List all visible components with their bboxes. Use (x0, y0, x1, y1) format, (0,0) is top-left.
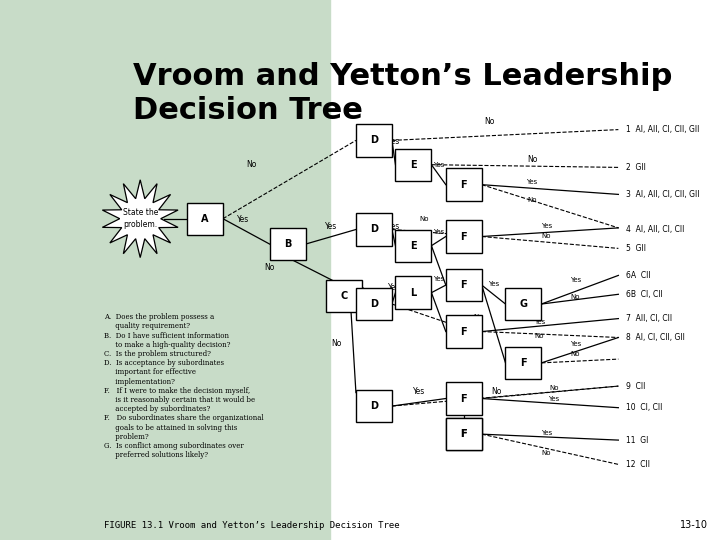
FancyBboxPatch shape (325, 280, 361, 312)
Text: A.  Does the problem possess a
     quality requirement?
B.  Do I have sufficien: A. Does the problem possess a quality re… (104, 313, 264, 459)
FancyBboxPatch shape (187, 202, 223, 235)
FancyBboxPatch shape (395, 276, 431, 309)
Text: Yes: Yes (541, 223, 552, 229)
Text: Yes: Yes (433, 161, 444, 167)
Text: E: E (410, 241, 417, 251)
FancyBboxPatch shape (356, 288, 392, 320)
Text: No: No (491, 387, 501, 396)
Text: FIGURE 13.1 Vroom and Yetton’s Leadership Decision Tree: FIGURE 13.1 Vroom and Yetton’s Leadershi… (104, 521, 400, 530)
Text: F: F (461, 429, 467, 439)
Text: No: No (527, 198, 537, 204)
Text: Yes: Yes (548, 396, 559, 402)
Text: No: No (420, 217, 429, 222)
FancyBboxPatch shape (446, 382, 482, 415)
Polygon shape (102, 180, 178, 258)
Text: D: D (370, 225, 378, 234)
Text: A: A (201, 214, 209, 224)
Text: No: No (331, 339, 342, 348)
Text: Yes: Yes (433, 276, 444, 282)
Text: F: F (461, 429, 467, 439)
Text: E: E (410, 160, 417, 170)
Text: F: F (461, 327, 467, 336)
Text: D: D (370, 299, 378, 309)
Text: Vroom and Yetton’s Leadership
Decision Tree: Vroom and Yetton’s Leadership Decision T… (133, 62, 672, 125)
Text: 10  CI, CII: 10 CI, CII (626, 403, 662, 412)
Text: F: F (520, 358, 527, 368)
Text: 7  All, CI, CII: 7 All, CI, CII (626, 314, 672, 323)
Text: C: C (340, 291, 347, 301)
Text: No: No (474, 314, 483, 320)
Text: F: F (461, 232, 467, 241)
FancyBboxPatch shape (446, 315, 482, 348)
Text: Yes: Yes (387, 138, 400, 146)
FancyBboxPatch shape (446, 418, 482, 450)
Text: No: No (549, 385, 559, 391)
Text: No: No (422, 303, 431, 309)
Text: No: No (420, 256, 429, 262)
Text: D: D (370, 401, 378, 411)
FancyBboxPatch shape (446, 220, 482, 253)
Text: No: No (420, 303, 429, 309)
FancyBboxPatch shape (446, 418, 482, 450)
FancyBboxPatch shape (356, 124, 392, 157)
Text: 2  GII: 2 GII (626, 163, 645, 172)
Text: No: No (534, 333, 544, 339)
Text: 6B  CI, CII: 6B CI, CII (626, 290, 662, 299)
Text: Yes: Yes (353, 285, 365, 294)
Text: No: No (264, 263, 275, 272)
Text: Yes: Yes (488, 281, 499, 287)
Text: Yes: Yes (325, 222, 337, 231)
FancyBboxPatch shape (356, 390, 392, 422)
Text: 1  AI, AII, CI, CII, GII: 1 AI, AII, CI, CII, GII (626, 125, 699, 134)
Text: 13-10: 13-10 (680, 520, 708, 530)
Text: D: D (370, 136, 378, 145)
FancyBboxPatch shape (505, 347, 541, 379)
Text: 11  GI: 11 GI (626, 436, 648, 444)
Text: problem.: problem. (123, 220, 157, 228)
Text: Yes: Yes (433, 229, 444, 235)
Text: 4  AI, AII, CI, CII: 4 AI, AII, CI, CII (626, 225, 684, 234)
Text: Yes: Yes (387, 284, 400, 292)
Text: Yes: Yes (570, 277, 581, 283)
Text: No: No (541, 450, 552, 456)
Text: Yes: Yes (541, 430, 552, 436)
Text: No: No (449, 409, 458, 415)
Text: No: No (570, 352, 580, 357)
FancyBboxPatch shape (446, 269, 482, 301)
Text: G: G (519, 299, 528, 309)
Text: 5  GII: 5 GII (626, 244, 646, 253)
Text: Yes: Yes (570, 341, 581, 347)
Text: Yes: Yes (526, 179, 538, 185)
Text: B: B (284, 239, 292, 249)
Text: F: F (461, 394, 467, 403)
Text: 9  CII: 9 CII (626, 382, 645, 390)
Text: F: F (461, 180, 467, 190)
Text: F: F (461, 280, 467, 290)
Text: 3  AI, AII, CI, CII, GII: 3 AI, AII, CI, CII, GII (626, 190, 699, 199)
Text: Yes: Yes (237, 215, 249, 224)
FancyBboxPatch shape (395, 148, 431, 181)
Text: 6A  CII: 6A CII (626, 271, 650, 280)
Text: Yes: Yes (534, 319, 545, 325)
FancyBboxPatch shape (505, 288, 541, 320)
Text: No: No (484, 117, 494, 126)
Text: 8  AI, CI, CII, GII: 8 AI, CI, CII, GII (626, 333, 685, 342)
Text: State the: State the (122, 208, 158, 217)
FancyBboxPatch shape (395, 230, 431, 262)
Text: 12  CII: 12 CII (626, 460, 649, 469)
Text: Yes: Yes (387, 222, 400, 232)
FancyBboxPatch shape (356, 213, 392, 246)
Text: No: No (570, 294, 580, 300)
Text: No: No (541, 233, 552, 239)
Text: L: L (410, 288, 417, 298)
FancyBboxPatch shape (269, 228, 305, 260)
Text: No: No (527, 155, 537, 164)
Text: No: No (246, 160, 257, 170)
Text: Yes: Yes (413, 387, 425, 396)
FancyBboxPatch shape (446, 168, 482, 201)
